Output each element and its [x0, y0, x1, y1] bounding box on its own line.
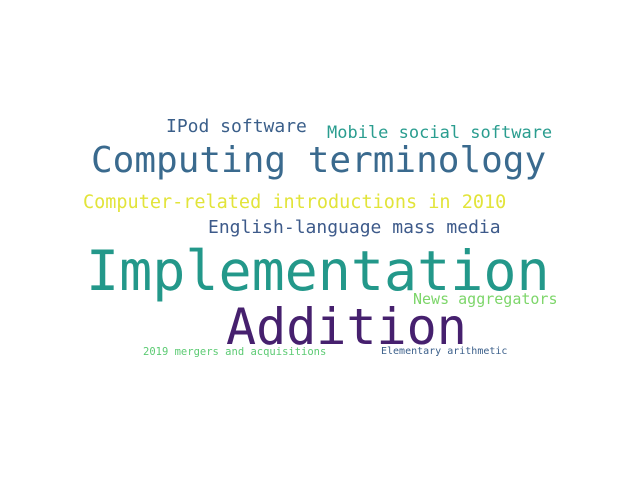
word-ipod-software: IPod software [166, 116, 307, 137]
word-mobile-social-software: Mobile social software [327, 123, 553, 143]
word-english-language-mass-media: English-language mass media [208, 217, 501, 238]
word-addition: Addition [226, 298, 467, 356]
word-elementary-arithmetic: Elementary arithmetic [381, 346, 508, 357]
word-computing-terminology: Computing terminology [91, 140, 547, 181]
word-implementation: Implementation [86, 239, 550, 303]
word-news-aggregators: News aggregators [413, 290, 558, 308]
word-2019-mergers: 2019 mergers and acquisitions [143, 346, 327, 358]
word-computer-related-introductions: Computer-related introductions in 2010 [83, 192, 507, 213]
